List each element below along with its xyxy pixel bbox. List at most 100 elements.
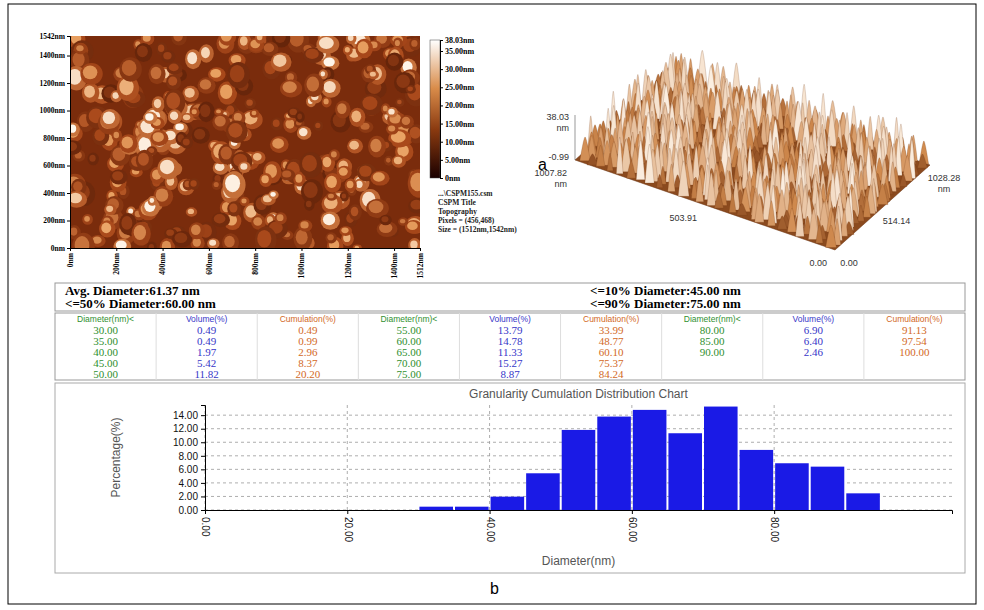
afm-texture bbox=[299, 152, 322, 178]
afm-texture bbox=[153, 132, 164, 142]
afm-texture bbox=[76, 45, 83, 51]
surface-peak bbox=[714, 192, 723, 208]
tick-mark bbox=[440, 87, 443, 88]
table-divider bbox=[762, 313, 763, 380]
surface-peak bbox=[918, 154, 928, 168]
figure-frame bbox=[8, 4, 976, 604]
afm-texture bbox=[212, 180, 222, 190]
afm-texture bbox=[381, 216, 388, 222]
table-cell: 8.87 bbox=[500, 368, 520, 380]
afm-3d bbox=[575, 50, 930, 250]
afm-texture bbox=[255, 36, 266, 44]
tick-mark bbox=[201, 510, 205, 511]
afm-texture bbox=[215, 116, 226, 127]
afm-texture bbox=[345, 47, 350, 52]
afm-texture bbox=[290, 36, 304, 47]
afm-texture bbox=[113, 239, 131, 248]
afm-texture bbox=[225, 175, 240, 193]
tick-label: 25.00nm bbox=[445, 83, 474, 92]
afm-texture bbox=[122, 60, 137, 76]
afm-texture bbox=[271, 52, 292, 71]
tick-mark bbox=[67, 56, 70, 57]
tick: 600nm bbox=[205, 248, 214, 275]
afm-texture bbox=[331, 151, 337, 157]
tick: 12.00 bbox=[173, 423, 205, 434]
afm-3d-label: 1028.28 bbox=[928, 173, 961, 183]
afm-texture bbox=[154, 99, 161, 108]
afm-image bbox=[70, 36, 420, 248]
tick-mark bbox=[440, 105, 443, 106]
afm-texture bbox=[400, 219, 405, 223]
afm-texture bbox=[349, 204, 362, 220]
afm-3d-label: 503.91 bbox=[669, 213, 697, 223]
tick: 200nm bbox=[43, 216, 70, 225]
tick-label: 20.00nm bbox=[445, 101, 474, 110]
afm-texture bbox=[167, 62, 183, 75]
tick-mark bbox=[255, 248, 256, 251]
tick-label: 800nm bbox=[251, 252, 260, 274]
surface-peak bbox=[692, 146, 700, 181]
afm-texture bbox=[137, 45, 148, 57]
tick-label: 6.00 bbox=[179, 464, 199, 475]
afm-texture bbox=[110, 170, 128, 185]
afm-info: Size = (1512nm,1542nm) bbox=[438, 225, 517, 234]
tick-label: 60.00 bbox=[627, 517, 638, 542]
afm-texture bbox=[138, 153, 149, 166]
afm-texture bbox=[321, 194, 342, 214]
summary-text: <=50% Diameter:60.00 nm bbox=[65, 296, 216, 311]
table-header: Cumulation(%) bbox=[886, 314, 942, 324]
table-header: Volume(%) bbox=[489, 314, 531, 324]
tick: 200nm bbox=[112, 248, 121, 275]
afm-y-axis: 0nm200nm400nm600nm800nm1000nm1200nm1400n… bbox=[40, 32, 71, 253]
afm-texture bbox=[355, 39, 372, 59]
afm-texture bbox=[114, 132, 120, 139]
tick: 1400nm bbox=[390, 248, 399, 278]
table-divider bbox=[863, 313, 864, 380]
colorbar bbox=[430, 40, 440, 178]
afm-texture bbox=[407, 221, 418, 230]
tick: 800nm bbox=[43, 134, 70, 143]
tick-label: 0nm bbox=[66, 252, 75, 267]
tick-label: 1512nm bbox=[416, 252, 425, 278]
afm-texture bbox=[411, 40, 417, 47]
afm-texture bbox=[398, 218, 408, 226]
afm-texture bbox=[128, 208, 133, 213]
tick: 600nm bbox=[43, 161, 70, 170]
surface-peak bbox=[656, 174, 663, 188]
afm-texture bbox=[148, 196, 157, 206]
surface-base bbox=[575, 75, 930, 250]
table-header: Cumulation(%) bbox=[583, 314, 639, 324]
tick: 1512nm bbox=[416, 248, 425, 278]
tick-label: 0.00 bbox=[200, 517, 211, 537]
afm-texture bbox=[194, 129, 205, 140]
tick-label: 1200nm bbox=[40, 79, 66, 88]
afm-texture bbox=[72, 52, 84, 67]
afm-texture bbox=[356, 181, 363, 188]
afm-texture bbox=[192, 109, 197, 114]
surface-peak bbox=[841, 208, 848, 236]
tick-mark bbox=[67, 248, 70, 249]
afm-texture bbox=[299, 128, 308, 136]
tick: 800nm bbox=[251, 248, 260, 275]
afm-texture bbox=[200, 104, 210, 117]
tick: 1000nm bbox=[297, 248, 306, 278]
tick-mark bbox=[201, 496, 205, 497]
afm-texture bbox=[166, 230, 174, 236]
bar bbox=[562, 430, 596, 510]
surface-peak bbox=[627, 161, 636, 178]
tick-mark bbox=[70, 248, 71, 251]
table-cell: 20.20 bbox=[295, 368, 320, 380]
table-cell: 50.00 bbox=[93, 368, 118, 380]
tick-mark bbox=[440, 178, 443, 179]
table-header: Diameter(nm)< bbox=[380, 314, 437, 324]
axis-line bbox=[71, 249, 421, 252]
afm-texture bbox=[395, 40, 400, 46]
afm-texture bbox=[187, 52, 197, 64]
afm-texture bbox=[234, 113, 242, 121]
afm-texture bbox=[84, 216, 90, 222]
afm-texture bbox=[161, 50, 175, 63]
tick-mark bbox=[67, 138, 70, 139]
afm-texture bbox=[136, 150, 153, 171]
afm-texture bbox=[160, 160, 174, 175]
afm-texture bbox=[285, 119, 294, 129]
